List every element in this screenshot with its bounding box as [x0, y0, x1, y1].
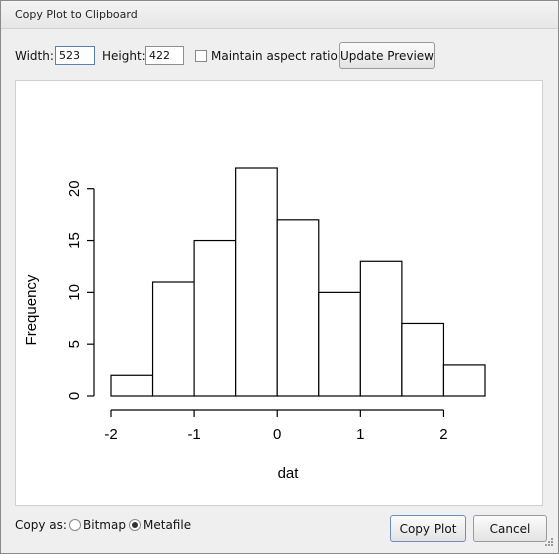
bitmap-radio[interactable]	[69, 519, 81, 531]
histogram-bar	[442, 364, 486, 397]
plot-preview: -2 -1 0 1 2 0 5 10 15 20 dat Frequency	[15, 80, 543, 506]
x-axis-label: dat	[278, 465, 300, 482]
histogram-bar	[401, 322, 445, 397]
y-tick-label: 15	[66, 232, 83, 249]
size-toolbar: Width: 523 Height: 422 Maintain aspect r…	[1, 41, 558, 71]
y-tick-label: 10	[66, 284, 83, 301]
y-tick-label: 0	[66, 392, 83, 400]
histogram-bar	[235, 167, 278, 397]
x-tick-label: -1	[187, 426, 200, 443]
cancel-button[interactable]: Cancel	[473, 515, 547, 542]
maintain-aspect-checkbox[interactable]	[195, 50, 207, 62]
height-input[interactable]: 422	[145, 46, 184, 65]
histogram-bar	[359, 260, 403, 397]
x-tick-label: -2	[104, 426, 117, 443]
update-preview-button[interactable]: Update Preview	[339, 42, 435, 69]
histogram-bar	[151, 281, 195, 397]
copy-as-label: Copy as:	[15, 518, 67, 532]
width-label: Width:	[15, 49, 54, 63]
histogram-bar	[110, 374, 154, 397]
height-label: Height:	[102, 49, 146, 63]
histogram-bar	[193, 239, 237, 397]
y-tick-label: 20	[66, 180, 83, 197]
title-bar: Copy Plot to Clipboard	[1, 1, 558, 29]
y-tick-label: 5	[66, 340, 83, 348]
histogram-bar	[318, 291, 361, 397]
x-tick-label: 0	[273, 426, 281, 443]
metafile-label[interactable]: Metafile	[143, 518, 192, 532]
width-input[interactable]: 523	[55, 46, 95, 65]
y-axis-label: Frequency	[23, 274, 40, 345]
x-tick-label: 2	[439, 426, 447, 443]
window-title: Copy Plot to Clipboard	[15, 8, 138, 21]
resize-grip-icon[interactable]	[542, 537, 554, 549]
histogram-bar	[276, 219, 320, 397]
bitmap-label[interactable]: Bitmap	[83, 518, 126, 532]
x-tick-label: 1	[356, 426, 364, 443]
maintain-aspect-label[interactable]: Maintain aspect ratio	[211, 49, 338, 63]
copy-plot-button[interactable]: Copy Plot	[390, 515, 466, 542]
metafile-radio[interactable]	[129, 519, 141, 531]
